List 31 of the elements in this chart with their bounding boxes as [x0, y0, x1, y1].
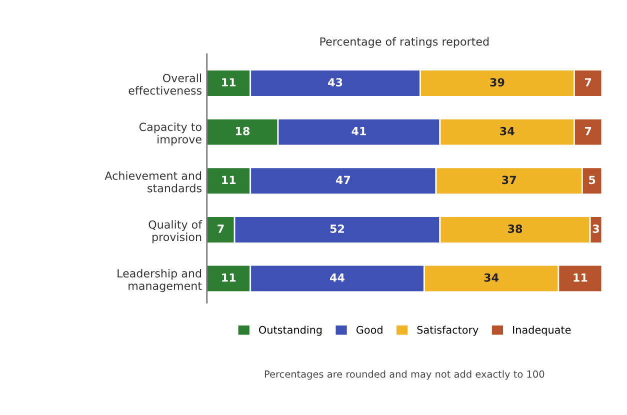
y-tick-label: Leadership and management [118, 268, 202, 292]
data-label: 7 [584, 127, 592, 136]
data-label: 52 [330, 224, 344, 233]
data-label: 7 [584, 78, 592, 86]
legend-label: Outstanding [259, 326, 322, 336]
data-label: 5 [589, 176, 596, 184]
y-tick-label: Overall effectiveness [128, 74, 202, 95]
legend-label: Good [356, 326, 382, 334]
data-label: 41 [352, 127, 366, 136]
data-label: 11 [222, 78, 236, 86]
y-tick-label: Capacity to improve [139, 122, 202, 146]
data-label: 43 [328, 78, 342, 86]
data-label: 34 [484, 273, 499, 282]
y-tick-label: Achievement and standards [104, 171, 202, 192]
data-label: 18 [236, 126, 250, 136]
data-label: 44 [330, 274, 344, 282]
data-label: 11 [222, 176, 236, 184]
legend-label: Inadequate [513, 326, 571, 336]
legend-label: Satisfactory [417, 326, 478, 336]
y-tick-label: Quality of provision [148, 220, 202, 244]
chart-title: Percentage of ratings reported [320, 37, 489, 48]
data-label: 39 [490, 78, 504, 86]
data-label: 3 [592, 224, 599, 233]
data-label: 11 [574, 274, 588, 282]
data-label: 38 [508, 224, 522, 233]
data-label: 37 [502, 176, 516, 184]
data-label: 11 [222, 274, 236, 282]
text: Percentages are rounded and may not add exactly to 100 [264, 370, 544, 380]
data-label: 7 [218, 224, 224, 233]
data-label: 47 [336, 176, 350, 184]
data-label: 34 [500, 126, 514, 136]
